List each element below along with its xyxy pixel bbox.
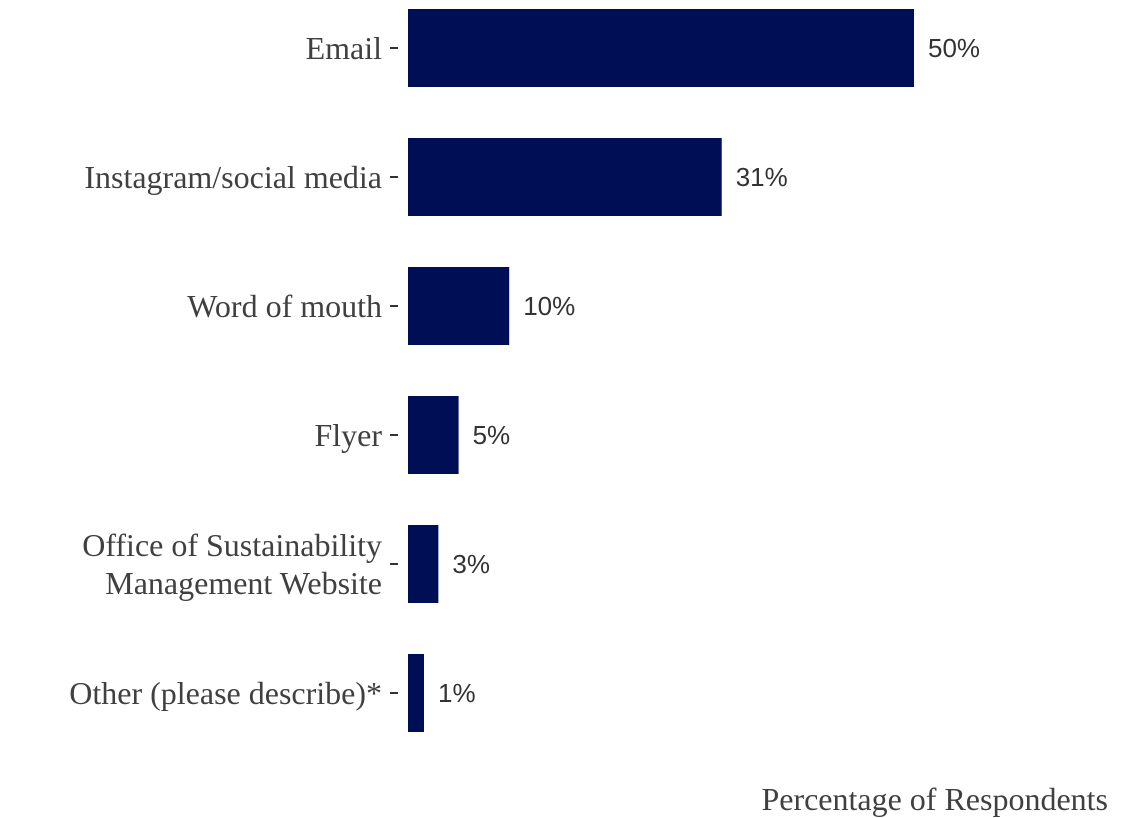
value-labels: 50% 31% 10% 5% 3% 1% xyxy=(438,33,980,708)
bar xyxy=(408,267,510,345)
data-label: 31% xyxy=(736,162,788,192)
bar xyxy=(408,396,459,474)
bar xyxy=(408,654,424,732)
y-tick-label: Instagram/social media xyxy=(84,159,382,195)
y-tick-label: Other (please describe)* xyxy=(69,675,382,711)
bar xyxy=(408,9,914,87)
y-tick-label: Office of Sustainability Management Websi… xyxy=(82,527,382,601)
data-label: 10% xyxy=(523,291,575,321)
data-label: 5% xyxy=(473,420,511,450)
data-label: 1% xyxy=(438,678,476,708)
bar xyxy=(408,138,722,216)
data-label: 3% xyxy=(452,549,490,579)
y-tick-label: Flyer xyxy=(314,417,382,453)
y-tick-label: Email xyxy=(306,30,383,66)
bars-layer xyxy=(408,9,914,732)
x-axis-title: Percentage of Respondents xyxy=(761,781,1108,817)
y-tick-label: Word of mouth xyxy=(187,288,382,324)
data-label: 50% xyxy=(928,33,980,63)
category-labels: Email Instagram/social media Word of mouth… xyxy=(69,30,398,711)
bar xyxy=(408,525,439,603)
